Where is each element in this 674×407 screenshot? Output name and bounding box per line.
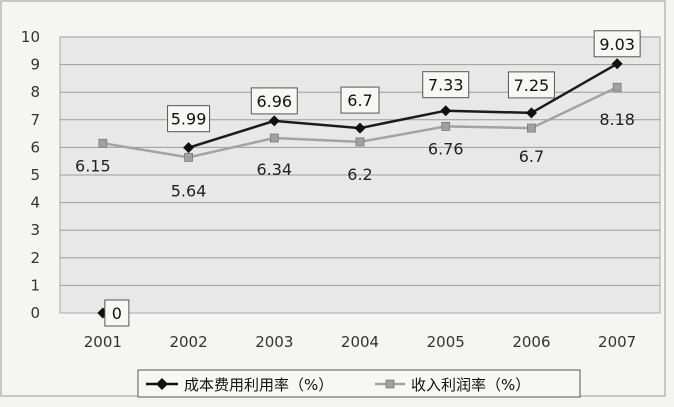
y-tick-label: 5 xyxy=(30,166,40,184)
legend-box xyxy=(137,369,581,398)
x-tick-label: 2002 xyxy=(169,333,207,351)
y-tick-label: 2 xyxy=(30,249,40,267)
series-2-data-label: 8.18 xyxy=(599,110,635,129)
series-2-data-label: 6.7 xyxy=(519,147,544,166)
legend-marker-1 xyxy=(156,378,168,390)
legend-label-1: 成本费用利用率（%） xyxy=(184,376,333,394)
series-1-data-label: 5.99 xyxy=(171,110,207,129)
x-tick-label: 2006 xyxy=(512,333,550,351)
series-line-1 xyxy=(188,62,618,149)
x-axis-ticks: 2001 2002 2003 2004 2005 2006 2007 xyxy=(84,333,636,351)
series-1-point xyxy=(611,58,623,70)
series-2-point xyxy=(355,137,365,147)
series-1-data-label: 7.25 xyxy=(514,76,550,95)
series-1-label-box xyxy=(104,299,130,327)
series-1-data-label: 6.7 xyxy=(347,91,372,110)
y-tick-label: 0 xyxy=(30,304,40,322)
series-1-data-label: 0 xyxy=(112,304,122,323)
y-axis-ticks: 0 1 2 3 4 5 6 7 8 9 10 xyxy=(21,28,40,322)
y-tick-label: 1 xyxy=(30,276,40,294)
y-tick-label: 4 xyxy=(30,194,40,212)
series-2-point xyxy=(98,138,108,148)
y-tick-label: 9 xyxy=(30,56,40,74)
series-1-data-label: 6.96 xyxy=(256,92,292,111)
grid-lines xyxy=(60,36,660,286)
series-1-data-label: 7.33 xyxy=(428,76,464,95)
series-2-point xyxy=(184,152,193,162)
series-2-data-label: 6.2 xyxy=(347,165,372,184)
series-1-label-box xyxy=(340,86,380,114)
x-tick-label: 2001 xyxy=(84,333,122,351)
series-2-point xyxy=(441,122,451,131)
series-2-point xyxy=(527,123,536,133)
series-1-point xyxy=(440,105,452,117)
y-tick-label: 10 xyxy=(21,28,40,46)
legend-label-2: 收入利润率（%） xyxy=(411,376,530,394)
series-1-point xyxy=(183,142,195,154)
series-1-label-box xyxy=(593,30,641,58)
series-2-data-label: 6.76 xyxy=(428,139,464,158)
x-tick-label: 2004 xyxy=(341,333,379,351)
x-tick-label: 2005 xyxy=(427,333,465,351)
series-1-label-box xyxy=(167,105,211,133)
y-tick-label: 3 xyxy=(30,221,40,239)
x-tick-label: 2007 xyxy=(598,333,636,351)
series-2-data-label: 5.64 xyxy=(171,181,207,200)
series-2-point xyxy=(612,82,622,92)
x-tick-label: 2003 xyxy=(255,333,293,351)
series-1-label-box xyxy=(422,71,470,99)
series-1-point xyxy=(525,107,537,119)
legend-marker-2 xyxy=(385,379,395,389)
series-2-point xyxy=(269,133,279,143)
series-1-label-box xyxy=(250,87,298,115)
legend: 成本费用利用率（%） 收入利润率（%） xyxy=(137,369,581,398)
series-1-point xyxy=(354,122,366,134)
y-tick-label: 8 xyxy=(30,83,40,101)
series-2-data-label: 6.34 xyxy=(256,160,292,179)
series-1-point xyxy=(268,115,280,127)
series-1-data-label: 9.03 xyxy=(599,35,635,54)
series-1-label-box xyxy=(507,71,555,99)
series-2-data-label: 6.15 xyxy=(75,156,111,175)
y-tick-label: 6 xyxy=(30,138,40,156)
data-labels: 0 5.99 6.96 6.7 7.33 7.25 9.03 6.15 5.64 6.34 6.2 6… xyxy=(75,30,641,327)
y-tick-label: 7 xyxy=(30,111,40,129)
